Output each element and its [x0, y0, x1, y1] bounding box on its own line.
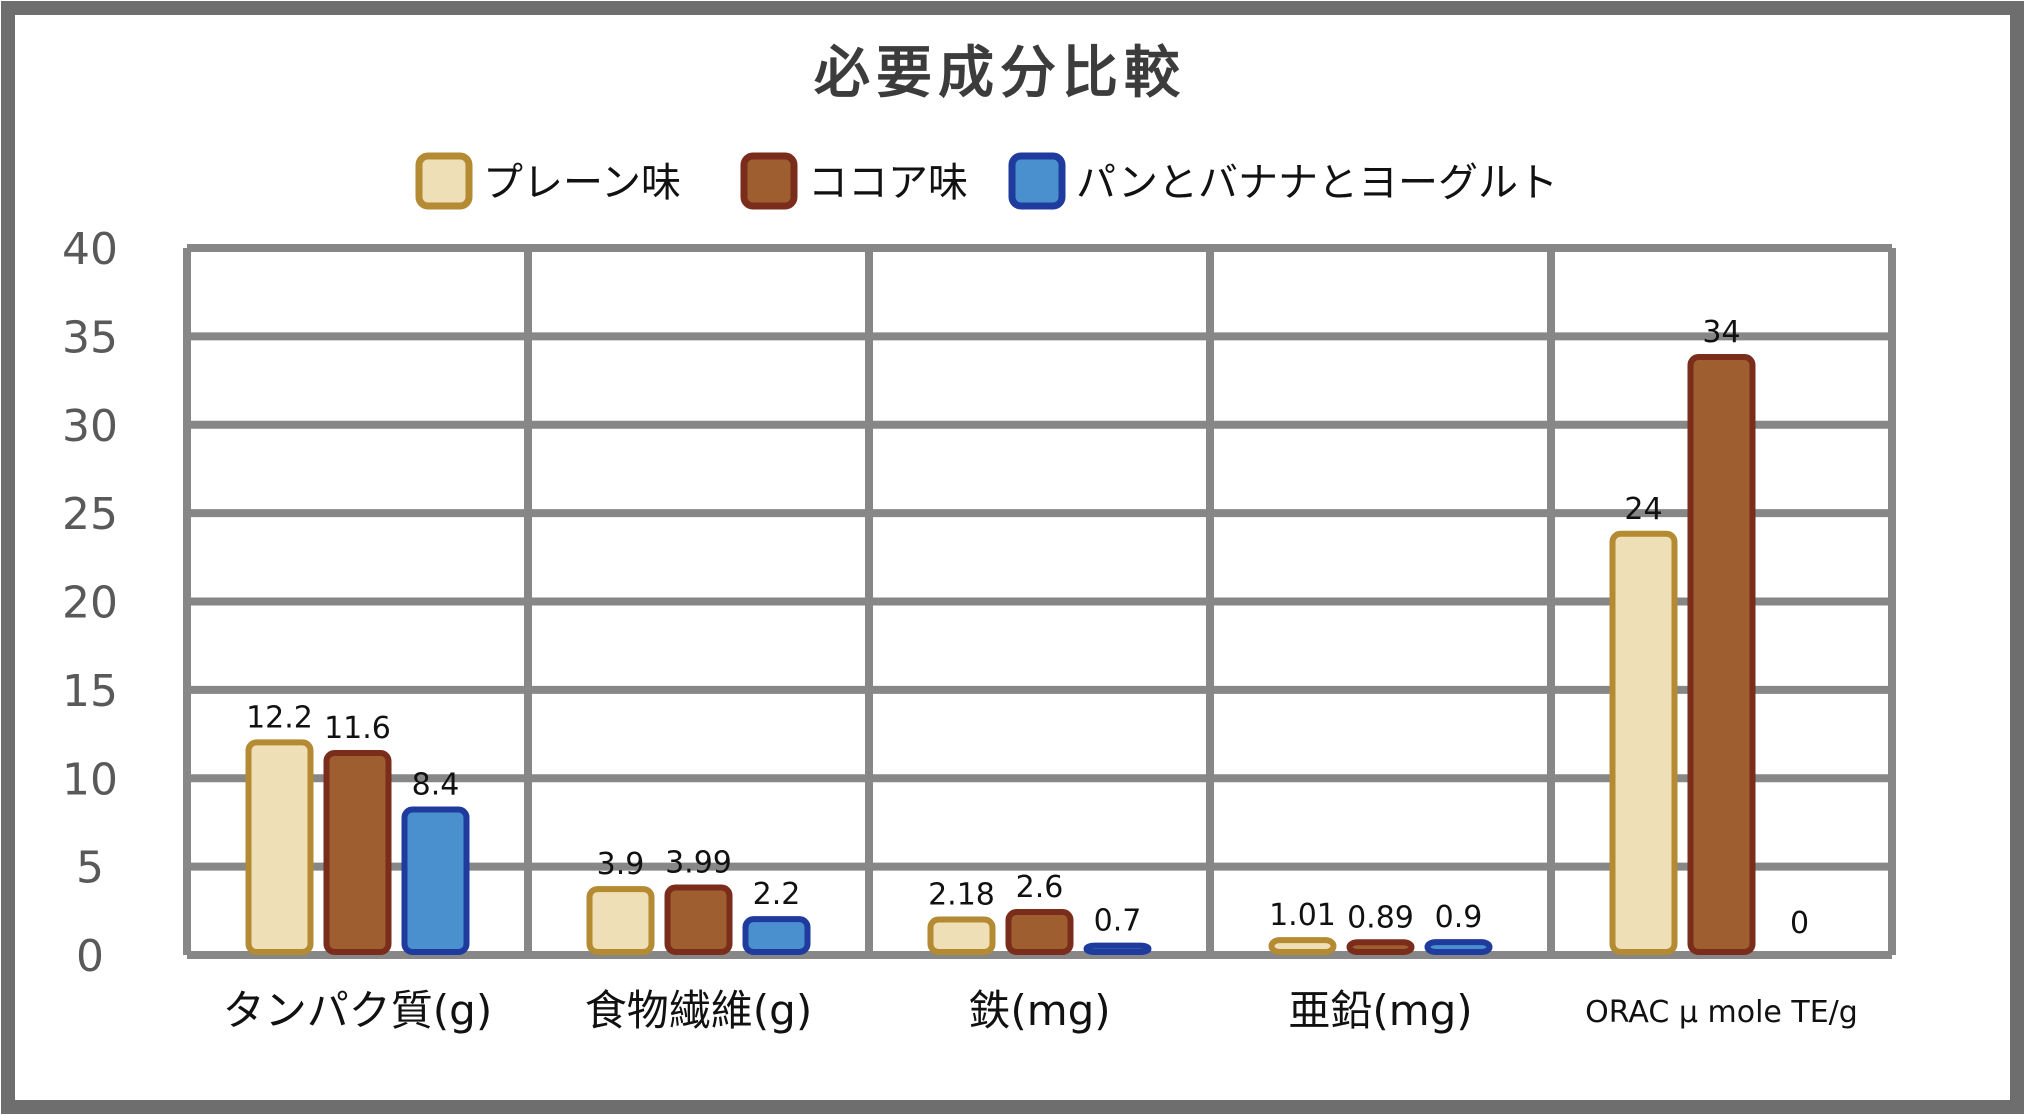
- category-label: 亜鉛(mg): [1288, 986, 1472, 1035]
- data-label: 0.7: [1094, 904, 1142, 939]
- data-label: 8.4: [412, 768, 460, 803]
- bars: 12.2 11.6 8.4 3.9 3.99 2.2 2.18 2.6 0.7 1.01 0.89 0…: [245, 315, 1809, 956]
- data-label: 1.01: [1269, 898, 1336, 933]
- x-axis: タンパク質(g) 食物繊維(g) 鉄(mg) 亜鉛(mg) ORAC μ mole TE…: [223, 986, 1858, 1035]
- data-label: 24: [1624, 492, 1662, 527]
- bar: [1687, 354, 1756, 955]
- legend-swatch: [740, 152, 798, 210]
- category-label: 鉄(mg): [968, 986, 1110, 1035]
- bar: [742, 916, 811, 955]
- bar: [1083, 942, 1152, 956]
- data-label: 2.2: [753, 877, 801, 912]
- bar: [1609, 530, 1678, 955]
- category-label: タンパク質(g): [223, 986, 492, 1035]
- data-label: 2.18: [928, 877, 995, 912]
- legend-swatch: [1008, 152, 1066, 210]
- data-label: 34: [1702, 315, 1740, 350]
- data-label: 0.9: [1435, 900, 1483, 935]
- bar: [664, 884, 733, 955]
- legend-swatch: [415, 152, 473, 210]
- legend-label: プレーン味: [483, 160, 681, 206]
- y-tick-label: 0: [76, 931, 104, 982]
- bar: [1005, 909, 1074, 955]
- y-axis: 0 5 10 15 20 25 30 35 40: [62, 224, 118, 982]
- category-label: ORAC μ mole TE/g: [1585, 995, 1858, 1030]
- data-label: 2.6: [1016, 870, 1064, 905]
- bar: [927, 916, 996, 956]
- legend: プレーン味 ココア味 パンとバナナとヨーグルト: [415, 152, 1558, 210]
- y-tick-label: 40: [62, 224, 118, 275]
- chart-title: 必要成分比較: [814, 41, 1186, 106]
- y-tick-label: 10: [62, 754, 118, 805]
- y-tick-label: 30: [62, 401, 118, 452]
- bar: [1424, 939, 1493, 956]
- bar: [1346, 939, 1415, 955]
- legend-label: パンとバナナとヨーグルト: [1076, 160, 1558, 206]
- y-tick-label: 5: [76, 843, 104, 894]
- data-label: 11.6: [324, 711, 391, 746]
- data-label: 12.2: [246, 700, 313, 735]
- y-tick-label: 25: [62, 489, 118, 540]
- data-label: 3.9: [597, 847, 645, 882]
- bar: [401, 806, 470, 956]
- data-label: 0.89: [1347, 900, 1414, 935]
- bar: [245, 739, 314, 955]
- category-label: 食物繊維(g): [585, 986, 812, 1035]
- data-label: 0: [1790, 906, 1809, 941]
- data-label: 3.99: [665, 845, 732, 880]
- y-tick-label: 20: [62, 578, 118, 629]
- y-tick-label: 35: [62, 312, 118, 363]
- bar: [586, 886, 655, 956]
- bar: [1268, 937, 1337, 956]
- y-tick-label: 15: [62, 666, 118, 717]
- legend-label: ココア味: [808, 160, 968, 206]
- bar: [323, 749, 392, 955]
